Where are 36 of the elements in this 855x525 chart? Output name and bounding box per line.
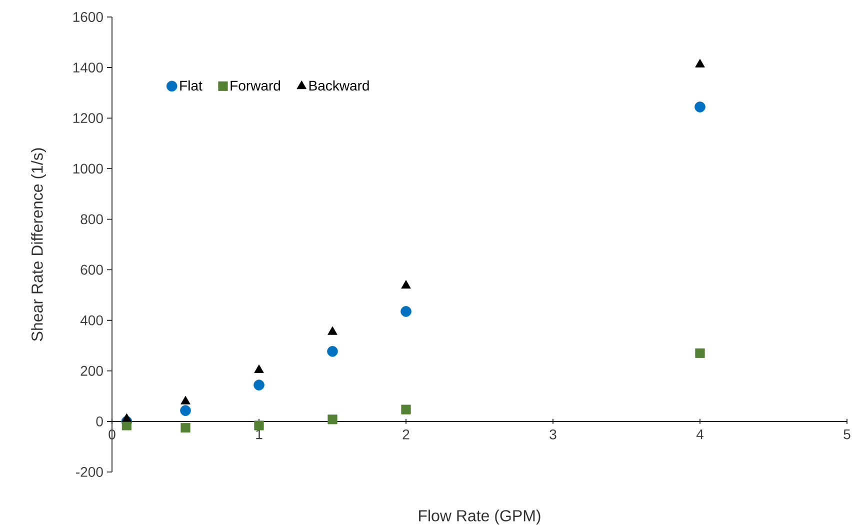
legend-label: Forward <box>230 80 280 91</box>
point <box>401 404 411 414</box>
x-tick-label: 1 <box>256 429 262 440</box>
point <box>180 422 190 433</box>
point <box>180 396 190 404</box>
point <box>180 405 191 416</box>
y-tick-label: 400 <box>80 315 103 326</box>
y-axis-title: Shear Rate Difference (1/s) <box>31 148 46 341</box>
point <box>254 420 264 430</box>
x-tick-label: 4 <box>696 429 704 440</box>
x-axis-title: Flow Rate (GPM) <box>419 510 540 525</box>
y-tick-label: 0 <box>96 416 103 426</box>
point <box>400 306 412 317</box>
point <box>122 413 132 422</box>
point <box>695 348 705 358</box>
y-tick-label: 600 <box>80 264 103 275</box>
x-tick-label: 3 <box>550 429 556 440</box>
point <box>254 364 264 374</box>
y-tick-label: 1000 <box>73 164 103 174</box>
x-tick-label: 5 <box>844 429 850 440</box>
y-tick-label: 200 <box>80 366 103 376</box>
point <box>328 326 338 335</box>
point <box>327 346 338 357</box>
point <box>254 380 264 390</box>
legend-label: Backward <box>309 80 369 91</box>
y-tick-label: 1200 <box>73 113 103 124</box>
point <box>694 102 706 112</box>
y-tick-label: 800 <box>80 214 103 224</box>
y-tick-label: 1400 <box>73 62 103 73</box>
legend-label: Flat <box>180 80 202 91</box>
y-tick-label: -200 <box>76 467 103 477</box>
x-tick-label: 2 <box>402 429 410 440</box>
point <box>328 414 338 424</box>
point <box>401 280 411 289</box>
point <box>695 58 705 68</box>
y-tick-label: 1600 <box>73 12 103 22</box>
